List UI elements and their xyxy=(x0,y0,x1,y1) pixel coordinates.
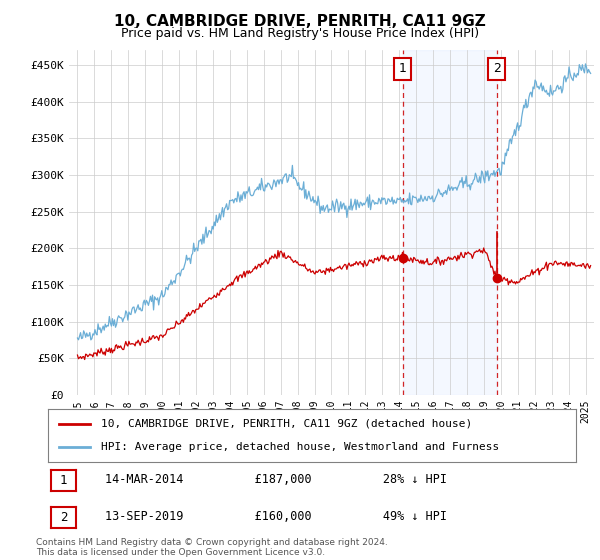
Text: 1: 1 xyxy=(60,474,67,487)
Text: 2: 2 xyxy=(60,511,67,524)
Text: Price paid vs. HM Land Registry's House Price Index (HPI): Price paid vs. HM Land Registry's House … xyxy=(121,27,479,40)
Bar xyxy=(403,50,497,395)
Text: 10, CAMBRIDGE DRIVE, PENRITH, CA11 9GZ (detached house): 10, CAMBRIDGE DRIVE, PENRITH, CA11 9GZ (… xyxy=(101,419,472,429)
Text: 10, CAMBRIDGE DRIVE, PENRITH, CA11 9GZ: 10, CAMBRIDGE DRIVE, PENRITH, CA11 9GZ xyxy=(114,14,486,29)
Text: 13-SEP-2019          £160,000          49% ↓ HPI: 13-SEP-2019 £160,000 49% ↓ HPI xyxy=(105,510,447,524)
Text: HPI: Average price, detached house, Westmorland and Furness: HPI: Average price, detached house, West… xyxy=(101,442,499,452)
Text: 1: 1 xyxy=(398,62,407,75)
Text: 2: 2 xyxy=(493,62,500,75)
Text: 14-MAR-2014          £187,000          28% ↓ HPI: 14-MAR-2014 £187,000 28% ↓ HPI xyxy=(105,473,447,487)
Text: Contains HM Land Registry data © Crown copyright and database right 2024.
This d: Contains HM Land Registry data © Crown c… xyxy=(36,538,388,557)
